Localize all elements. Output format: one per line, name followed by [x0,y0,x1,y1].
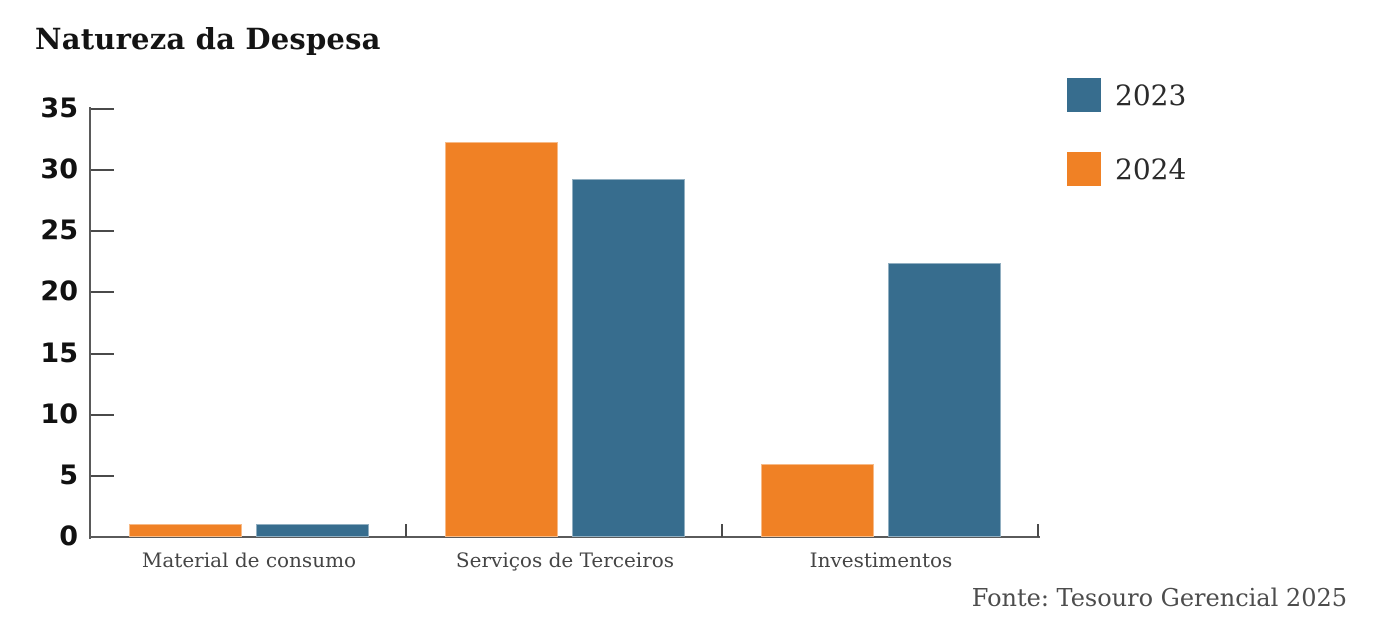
legend-label-2024: 2024 [1115,152,1187,186]
legend-item-2024: 2024 [1067,152,1186,186]
legend-item-2023: 2023 [1067,78,1186,112]
bar-2024-servicos-de-terceiros [445,142,558,537]
y-axis-line [89,107,91,539]
y-tick-label: 25 [40,215,78,247]
y-tick-label: 15 [40,337,78,369]
chart-title: Natureza da Despesa [35,22,381,56]
source-note: Fonte: Tesouro Gerencial 2025 [971,584,1347,612]
bar-2024-material-de-consumo [129,523,242,537]
y-tick-label: 20 [40,276,78,308]
y-tick-label: 35 [40,93,78,124]
x-axis-line [89,536,1040,538]
x-category-label-servicos-de-terceiros: Serviços de Terceiros [455,548,675,572]
y-tick-label: 0 [59,521,78,552]
y-tick [91,291,114,294]
x-tick [721,524,723,537]
y-tick [91,169,114,172]
legend-swatch-2024 [1067,152,1101,186]
y-tick-label: 30 [40,154,78,186]
y-tick [91,474,114,477]
y-tick [91,413,114,416]
legend-swatch-2023 [1067,78,1101,112]
bar-2023-servicos-de-terceiros [572,178,685,537]
y-tick [91,352,114,355]
bar-2023-investimentos [888,263,1001,537]
y-tick-label: 5 [59,459,78,491]
x-tick [1037,524,1039,537]
x-category-label-material-de-consumo: Material de consumo [141,548,357,572]
legend-label-2023: 2023 [1115,78,1187,112]
y-tick-label: 10 [40,398,78,430]
bar-2024-investimentos [761,463,874,537]
y-tick [91,230,114,233]
y-tick [91,108,114,110]
bar-2023-material-de-consumo [256,523,369,537]
legend: 2023 2024 [1067,78,1186,186]
x-category-label-investimentos: Investimentos [809,548,953,572]
x-tick [405,524,407,537]
